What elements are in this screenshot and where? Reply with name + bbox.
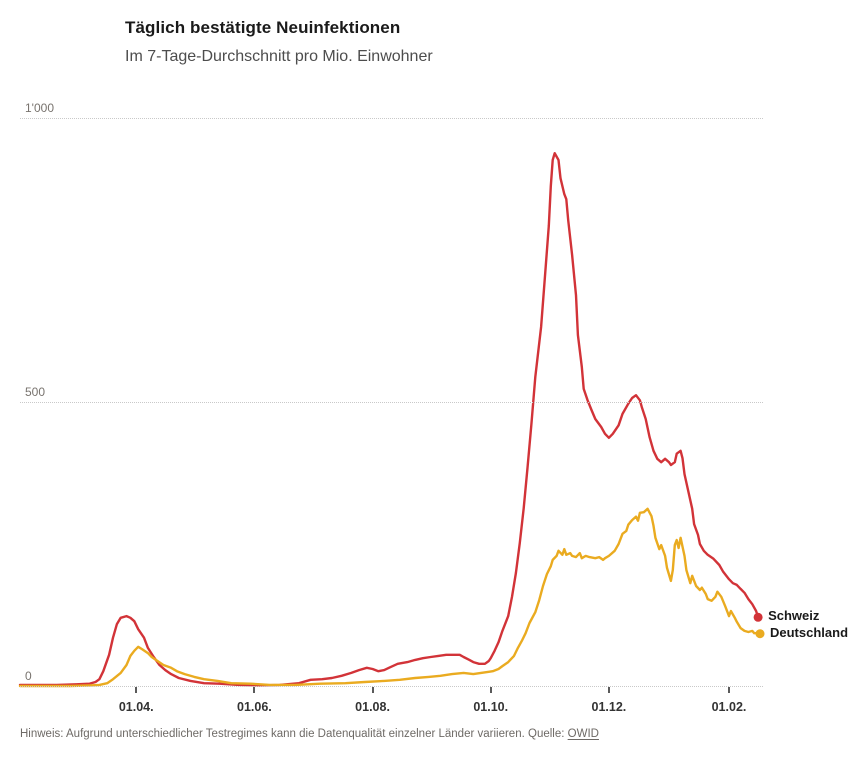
x-axis-tick [607, 687, 610, 693]
gridline [20, 686, 763, 687]
schweiz-line [18, 152, 760, 687]
gridline [20, 402, 763, 403]
footnote-text: Hinweis: Aufgrund unterschiedlicher Test… [20, 728, 565, 740]
y-axis-label: 500 [25, 385, 46, 399]
x-axis-label: 01.12. [591, 700, 627, 714]
x-axis-label: 01.04. [118, 700, 154, 714]
chart-title: Täglich bestätigte Neuinfektionen [125, 18, 401, 37]
schweiz-endpoint-dot [753, 612, 763, 622]
legend-label-deutschland: Deutschland [770, 624, 849, 640]
x-axis-tick [371, 687, 374, 693]
chart-subtitle: Im 7-Tage-Durchschnitt pro Mio. Einwohne… [125, 48, 433, 65]
x-axis-label: 01.02. [711, 700, 747, 714]
deutschland-endpoint-dot [755, 629, 765, 639]
x-axis-tick [253, 687, 256, 693]
x-axis-tick [489, 687, 492, 693]
gridline [20, 118, 763, 119]
x-axis-label: 01.10. [473, 700, 509, 714]
x-axis-tick [135, 687, 138, 693]
footnote: Hinweis: Aufgrund unterschiedlicher Test… [20, 728, 599, 740]
x-axis-label: 01.06. [237, 700, 272, 714]
x-axis-tick [728, 687, 730, 693]
y-axis-label: 0 [25, 669, 32, 683]
source-link-owid[interactable]: OWID [567, 728, 599, 740]
y-axis-label: 1'000 [25, 101, 54, 115]
deutschland-line [18, 507, 762, 688]
x-axis-label: 01.08. [355, 700, 390, 714]
legend-label-schweiz: Schweiz [768, 608, 820, 624]
